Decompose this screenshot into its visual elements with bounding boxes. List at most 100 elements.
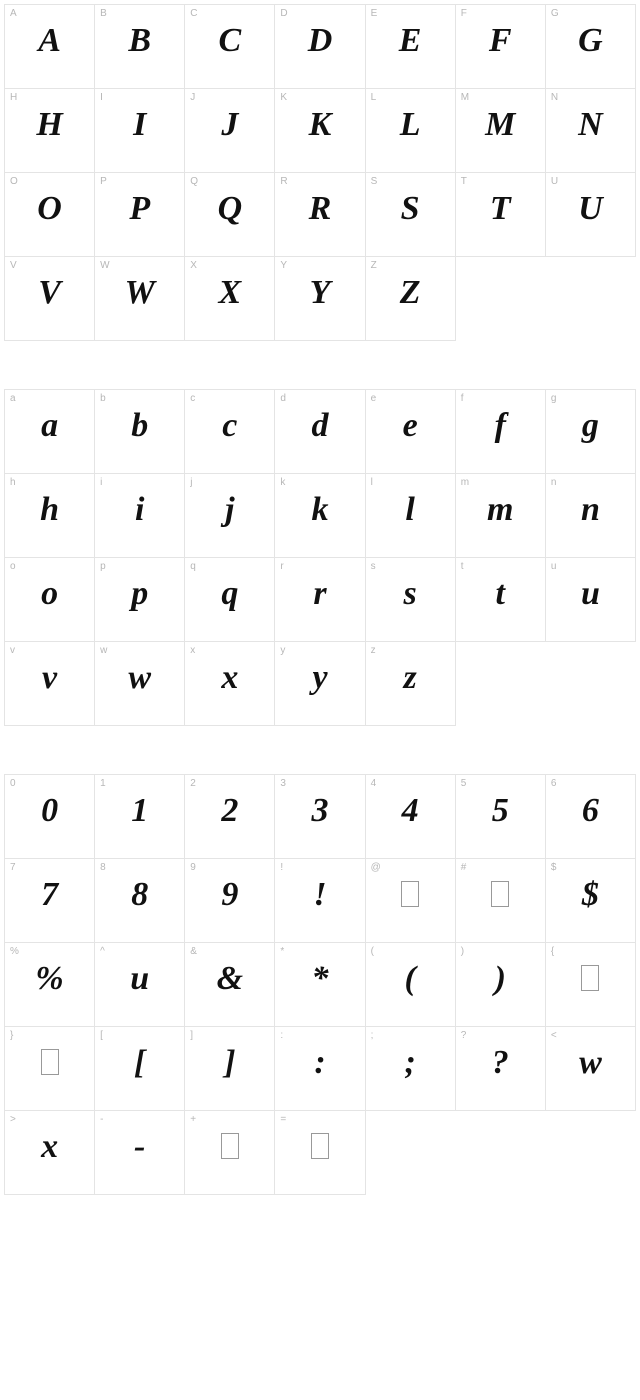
cell-glyph: I: [95, 105, 184, 145]
cell-label: 6: [551, 778, 557, 789]
cell-glyph: i: [95, 490, 184, 530]
glyph-cell: ll: [366, 474, 456, 558]
cell-label: &: [190, 946, 197, 957]
glyph-cell: --: [95, 1111, 185, 1195]
cell-glyph: R: [275, 189, 364, 229]
glyph-cell: 44: [366, 775, 456, 859]
glyph-cell: 22: [185, 775, 275, 859]
cell-label: Y: [280, 260, 287, 271]
cell-glyph: h: [5, 490, 94, 530]
cell-label: -: [100, 1114, 103, 1125]
cell-glyph: 3: [275, 791, 364, 831]
cell-glyph: [: [95, 1043, 184, 1083]
glyph-cell: nn: [546, 474, 636, 558]
cell-glyph: f: [456, 406, 545, 446]
glyph-cell: cc: [185, 390, 275, 474]
glyph-cell: @: [366, 859, 456, 943]
glyph-section-lowercase: aabbccddeeffgghhiijjkkllmmnnooppqqrrsstt…: [4, 389, 636, 726]
missing-glyph-box: [311, 1133, 329, 1159]
glyph-cell: rr: [275, 558, 365, 642]
cell-glyph: w: [95, 658, 184, 698]
cell-glyph: g: [546, 406, 635, 446]
cell-label: P: [100, 176, 107, 187]
cell-glyph: *: [275, 959, 364, 999]
glyph-cell: ff: [456, 390, 546, 474]
glyph-cell: XX: [185, 257, 275, 341]
cell-label: <: [551, 1030, 557, 1041]
glyph-grid: 00112233445566778899!!@#$$%%^u&&**(()){}…: [4, 774, 636, 1195]
glyph-cell: TT: [456, 173, 546, 257]
cell-glyph: Y: [275, 273, 364, 313]
glyph-cell: }: [5, 1027, 95, 1111]
cell-label: i: [100, 477, 102, 488]
glyph-cell: vv: [5, 642, 95, 726]
cell-glyph: L: [366, 105, 455, 145]
cell-label: ]: [190, 1030, 193, 1041]
cell-glyph: 0: [5, 791, 94, 831]
glyph-cell: pp: [95, 558, 185, 642]
cell-glyph: s: [366, 574, 455, 614]
glyph-cell: HH: [5, 89, 95, 173]
cell-label: 5: [461, 778, 467, 789]
cell-label: +: [190, 1114, 196, 1125]
glyph-grid: AABBCCDDEEFFGGHHIIJJKKLLMMNNOOPPQQRRSSTT…: [4, 4, 636, 341]
cell-label: !: [280, 862, 283, 873]
glyph-section-numbers-symbols: 00112233445566778899!!@#$$%%^u&&**(()){}…: [4, 774, 636, 1195]
cell-glyph: u: [95, 959, 184, 999]
cell-glyph: z: [366, 658, 455, 698]
cell-label: 2: [190, 778, 196, 789]
glyph-cell: QQ: [185, 173, 275, 257]
cell-glyph: ]: [185, 1043, 274, 1083]
missing-glyph-box: [581, 965, 599, 991]
cell-glyph: x: [5, 1127, 94, 1167]
glyph-cell: >x: [5, 1111, 95, 1195]
cell-glyph: u: [546, 574, 635, 614]
cell-glyph: l: [366, 490, 455, 530]
cell-glyph: q: [185, 574, 274, 614]
cell-label: M: [461, 92, 469, 103]
cell-label: j: [190, 477, 192, 488]
cell-label: o: [10, 561, 16, 572]
glyph-cell: PP: [95, 173, 185, 257]
cell-label: V: [10, 260, 17, 271]
cell-label: J: [190, 92, 195, 103]
cell-glyph: ;: [366, 1043, 455, 1083]
cell-glyph: !: [275, 875, 364, 915]
cell-glyph: $: [546, 875, 635, 915]
glyph-cell: LL: [366, 89, 456, 173]
glyph-cell: hh: [5, 474, 95, 558]
cell-glyph: F: [456, 21, 545, 61]
cell-label: 1: [100, 778, 106, 789]
glyph-cell: ((: [366, 943, 456, 1027]
cell-label: d: [280, 393, 286, 404]
cell-glyph: X: [185, 273, 274, 313]
glyph-cell: =: [275, 1111, 365, 1195]
cell-glyph: K: [275, 105, 364, 145]
glyph-cell: ??: [456, 1027, 546, 1111]
glyph-cell: AA: [5, 5, 95, 89]
cell-glyph: d: [275, 406, 364, 446]
cell-label: 9: [190, 862, 196, 873]
cell-label: v: [10, 645, 15, 656]
cell-label: w: [100, 645, 107, 656]
cell-glyph: w: [546, 1043, 635, 1083]
cell-glyph: A: [5, 21, 94, 61]
cell-glyph: 1: [95, 791, 184, 831]
glyph-cell: MM: [456, 89, 546, 173]
cell-glyph: D: [275, 21, 364, 61]
cell-label: y: [280, 645, 285, 656]
glyph-cell: CC: [185, 5, 275, 89]
cell-label: D: [280, 8, 287, 19]
cell-glyph: -: [95, 1127, 184, 1167]
cell-label: =: [280, 1114, 286, 1125]
cell-label: C: [190, 8, 197, 19]
missing-glyph-box: [41, 1049, 59, 1075]
glyph-cell: UU: [546, 173, 636, 257]
cell-glyph: C: [185, 21, 274, 61]
cell-glyph: W: [95, 273, 184, 313]
cell-glyph: x: [185, 658, 274, 698]
glyph-cell: kk: [275, 474, 365, 558]
cell-glyph: 6: [546, 791, 635, 831]
cell-glyph: b: [95, 406, 184, 446]
cell-glyph: U: [546, 189, 635, 229]
